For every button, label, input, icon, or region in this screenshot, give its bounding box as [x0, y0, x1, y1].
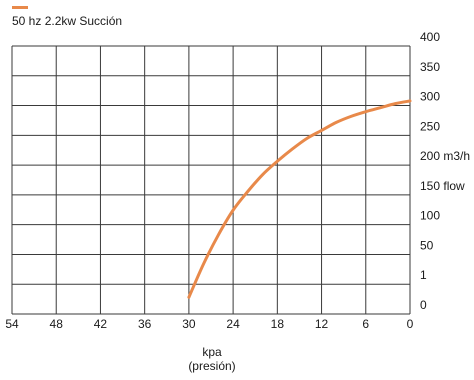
y-tick-label: 50	[420, 238, 434, 252]
y-tick-label: 1	[420, 268, 427, 282]
x-tick-label: 30	[182, 317, 196, 331]
y-tick-label: 300	[420, 90, 440, 104]
x-tick-labels: 54 48 42 36 30 24 18 12 6 0	[5, 317, 413, 331]
x-tick-label: 0	[407, 317, 414, 331]
x-tick-label: 42	[94, 317, 108, 331]
x-tick-label: 12	[315, 317, 329, 331]
x-tick-label: 36	[138, 317, 152, 331]
plot-grid	[11, 45, 411, 315]
x-tick-label: 24	[226, 317, 240, 331]
legend-swatch	[12, 6, 28, 9]
y-tick-label: 100	[420, 209, 440, 223]
y-tick-labels: 0 1 50 100 150 flow 200 m3/h 250 300 350 400	[420, 30, 470, 312]
x-tick-label: 54	[5, 317, 19, 331]
x-tick-label: 18	[271, 317, 285, 331]
y-tick-label: 400	[420, 30, 440, 44]
legend: 50 hz 2.2kw Succión	[12, 6, 122, 28]
legend-label: 50 hz 2.2kw Succión	[12, 14, 122, 28]
x-tick-label: 48	[50, 317, 64, 331]
y-tick-label: 250	[420, 119, 440, 133]
x-tick-label: 6	[362, 317, 369, 331]
x-axis-subtitle: (presión)	[188, 359, 235, 373]
y-tick-label: 350	[420, 60, 440, 74]
y-tick-label: 0	[420, 298, 427, 312]
y-tick-label: 200 m3/h	[420, 149, 470, 163]
x-axis-title: kpa	[202, 345, 222, 359]
y-tick-label: 150 flow	[420, 179, 465, 193]
series-line	[187, 99, 412, 299]
